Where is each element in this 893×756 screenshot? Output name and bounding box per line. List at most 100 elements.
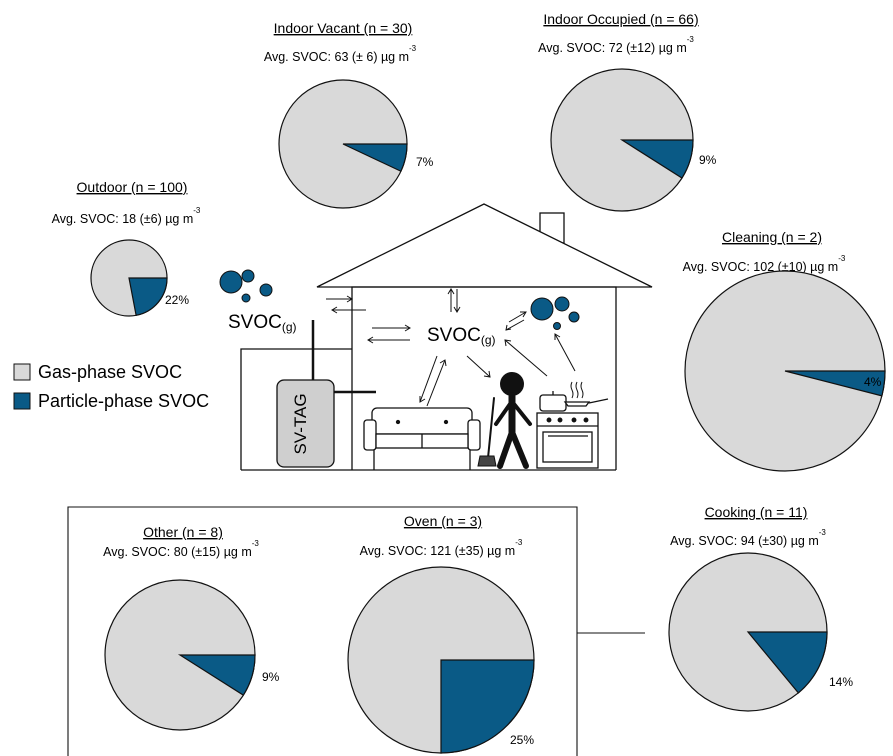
pie-average: Avg. SVOC: 63 (± 6) µg m-3: [264, 44, 417, 64]
pie-title: Cleaning (n = 2): [722, 229, 822, 245]
broom-head: [477, 455, 497, 467]
enclosure-box: [240, 348, 352, 470]
particle-bubbles-indoor: [530, 296, 580, 330]
pie-title: Other (n = 8): [143, 524, 223, 540]
pie-particle-percent: 14%: [829, 675, 853, 689]
house-roof: [316, 203, 653, 288]
legend: Gas-phase SVOC Particle-phase SVOC: [13, 362, 209, 411]
legend-swatch-particle: [13, 392, 31, 410]
arrow: [426, 359, 446, 407]
group-box: [67, 506, 578, 756]
pie-particle-percent: 9%: [699, 153, 717, 167]
pie-slice-particle: [619, 139, 694, 179]
particle-bubbles-outdoor: [219, 269, 273, 303]
house: [241, 203, 653, 471]
svoc-indoor-label: SVOC(g): [427, 325, 496, 347]
pie-particle-percent: 4%: [864, 375, 882, 389]
person-head: [500, 372, 524, 396]
particle-bubble: [553, 322, 561, 330]
pie-particle-percent: 25%: [510, 733, 534, 747]
pie-title: Indoor Vacant (n = 30): [274, 20, 413, 36]
pie-average: Avg. SVOC: 102 (±10) µg m-3: [683, 254, 846, 274]
pie-slice-particle: [128, 277, 168, 317]
arrow: [505, 319, 525, 331]
pie-title: Cooking (n = 11): [705, 504, 808, 520]
pie-average: Avg. SVOC: 72 (±12) µg m-3: [538, 35, 694, 55]
pie-particle-percent: 22%: [165, 293, 189, 307]
arrow-head: [520, 311, 527, 318]
stove-knob: [583, 417, 589, 423]
couch: [363, 407, 481, 470]
legend-label-gas: Gas-phase SVOC: [38, 362, 182, 382]
pie-chart-cooking: Cooking (n = 11) Avg. SVOC: 94 (±30) µg …: [668, 504, 853, 712]
arrow-head: [483, 370, 491, 378]
exchange-arrows: [326, 288, 576, 407]
arrow: [419, 355, 438, 403]
arrow-head: [367, 336, 374, 344]
arrow-head: [404, 324, 411, 332]
arrow-head: [346, 295, 353, 303]
person-leg: [509, 429, 529, 469]
pie-chart-cleaning: Cleaning (n = 2) Avg. SVOC: 102 (±10) µg…: [683, 229, 886, 472]
pie-average: Avg. SVOC: 121 (±35) µg m-3: [360, 538, 523, 558]
arrow-head: [419, 396, 426, 403]
svoc-outdoor-label: SVOC(g): [228, 312, 297, 334]
pie-title: Outdoor (n = 100): [77, 179, 188, 195]
person-leg: [497, 429, 515, 469]
broom-handle: [487, 397, 495, 459]
particle-bubble: [241, 293, 251, 303]
oven-other-group: [67, 506, 645, 756]
pie-chart-oven: Oven (n = 3) Avg. SVOC: 121 (±35) µg m-3…: [347, 513, 535, 754]
pie-average: Avg. SVOC: 80 (±15) µg m-3: [103, 539, 259, 559]
pie-average: Avg. SVOC: 18 (±6) µg m-3: [52, 206, 201, 226]
arrow-head: [439, 359, 447, 367]
pie-slice-particle: [746, 631, 828, 694]
couch-button: [443, 419, 449, 425]
arrow-head: [554, 333, 561, 340]
couch-arm-left: [363, 419, 377, 451]
pie-particle-percent: 9%: [262, 670, 280, 684]
instrument-enclosure: [240, 320, 376, 470]
pie-particle-percent: 7%: [416, 155, 434, 169]
arrow-head: [331, 306, 338, 314]
arrow: [554, 333, 576, 372]
pie-chart-other: Other (n = 8) Avg. SVOC: 80 (±15) µg m-3…: [103, 524, 280, 731]
person-arm: [512, 402, 532, 426]
person-cleaning: [477, 372, 532, 469]
pie-average: Avg. SVOC: 94 (±30) µg m-3: [670, 528, 826, 548]
particle-bubble: [554, 296, 570, 312]
oven-door: [542, 431, 593, 463]
couch-back: [371, 407, 473, 435]
couch-arm-right: [467, 419, 481, 451]
arrow-head: [447, 288, 455, 295]
steam-line: [580, 381, 584, 399]
pie-slice-particle: [342, 143, 408, 173]
particle-bubble: [241, 269, 255, 283]
pie-slice-particle: [784, 370, 886, 397]
house-walls: [351, 286, 617, 470]
pie-chart-indoor-occupied: Indoor Occupied (n = 66) Avg. SVOC: 72 (…: [538, 11, 717, 212]
frying-pan: [563, 401, 591, 407]
pie-slice-particle: [177, 654, 256, 697]
cooking-pot: [539, 394, 567, 412]
pie-title: Oven (n = 3): [404, 513, 482, 529]
pan-handle: [588, 398, 609, 404]
arrow: [466, 355, 491, 378]
sv-tag-instrument: [276, 379, 335, 468]
legend-label-particle: Particle-phase SVOC: [38, 391, 209, 411]
pie-chart-outdoor: Outdoor (n = 100) Avg. SVOC: 18 (±6) µg …: [52, 179, 201, 317]
stove-knob: [557, 417, 563, 423]
particle-bubble: [530, 297, 554, 321]
sv-tag-label: SV-TAG: [291, 393, 310, 454]
particle-bubble: [568, 311, 580, 323]
arrow-head: [505, 324, 512, 331]
stove: [536, 381, 609, 469]
couch-button: [395, 419, 401, 425]
steam-line: [575, 381, 579, 399]
particle-bubble: [219, 270, 243, 294]
pie-slice-particle: [440, 659, 535, 754]
stove-knob: [571, 417, 577, 423]
pie-title: Indoor Occupied (n = 66): [543, 11, 698, 27]
stove-knob: [546, 417, 552, 423]
